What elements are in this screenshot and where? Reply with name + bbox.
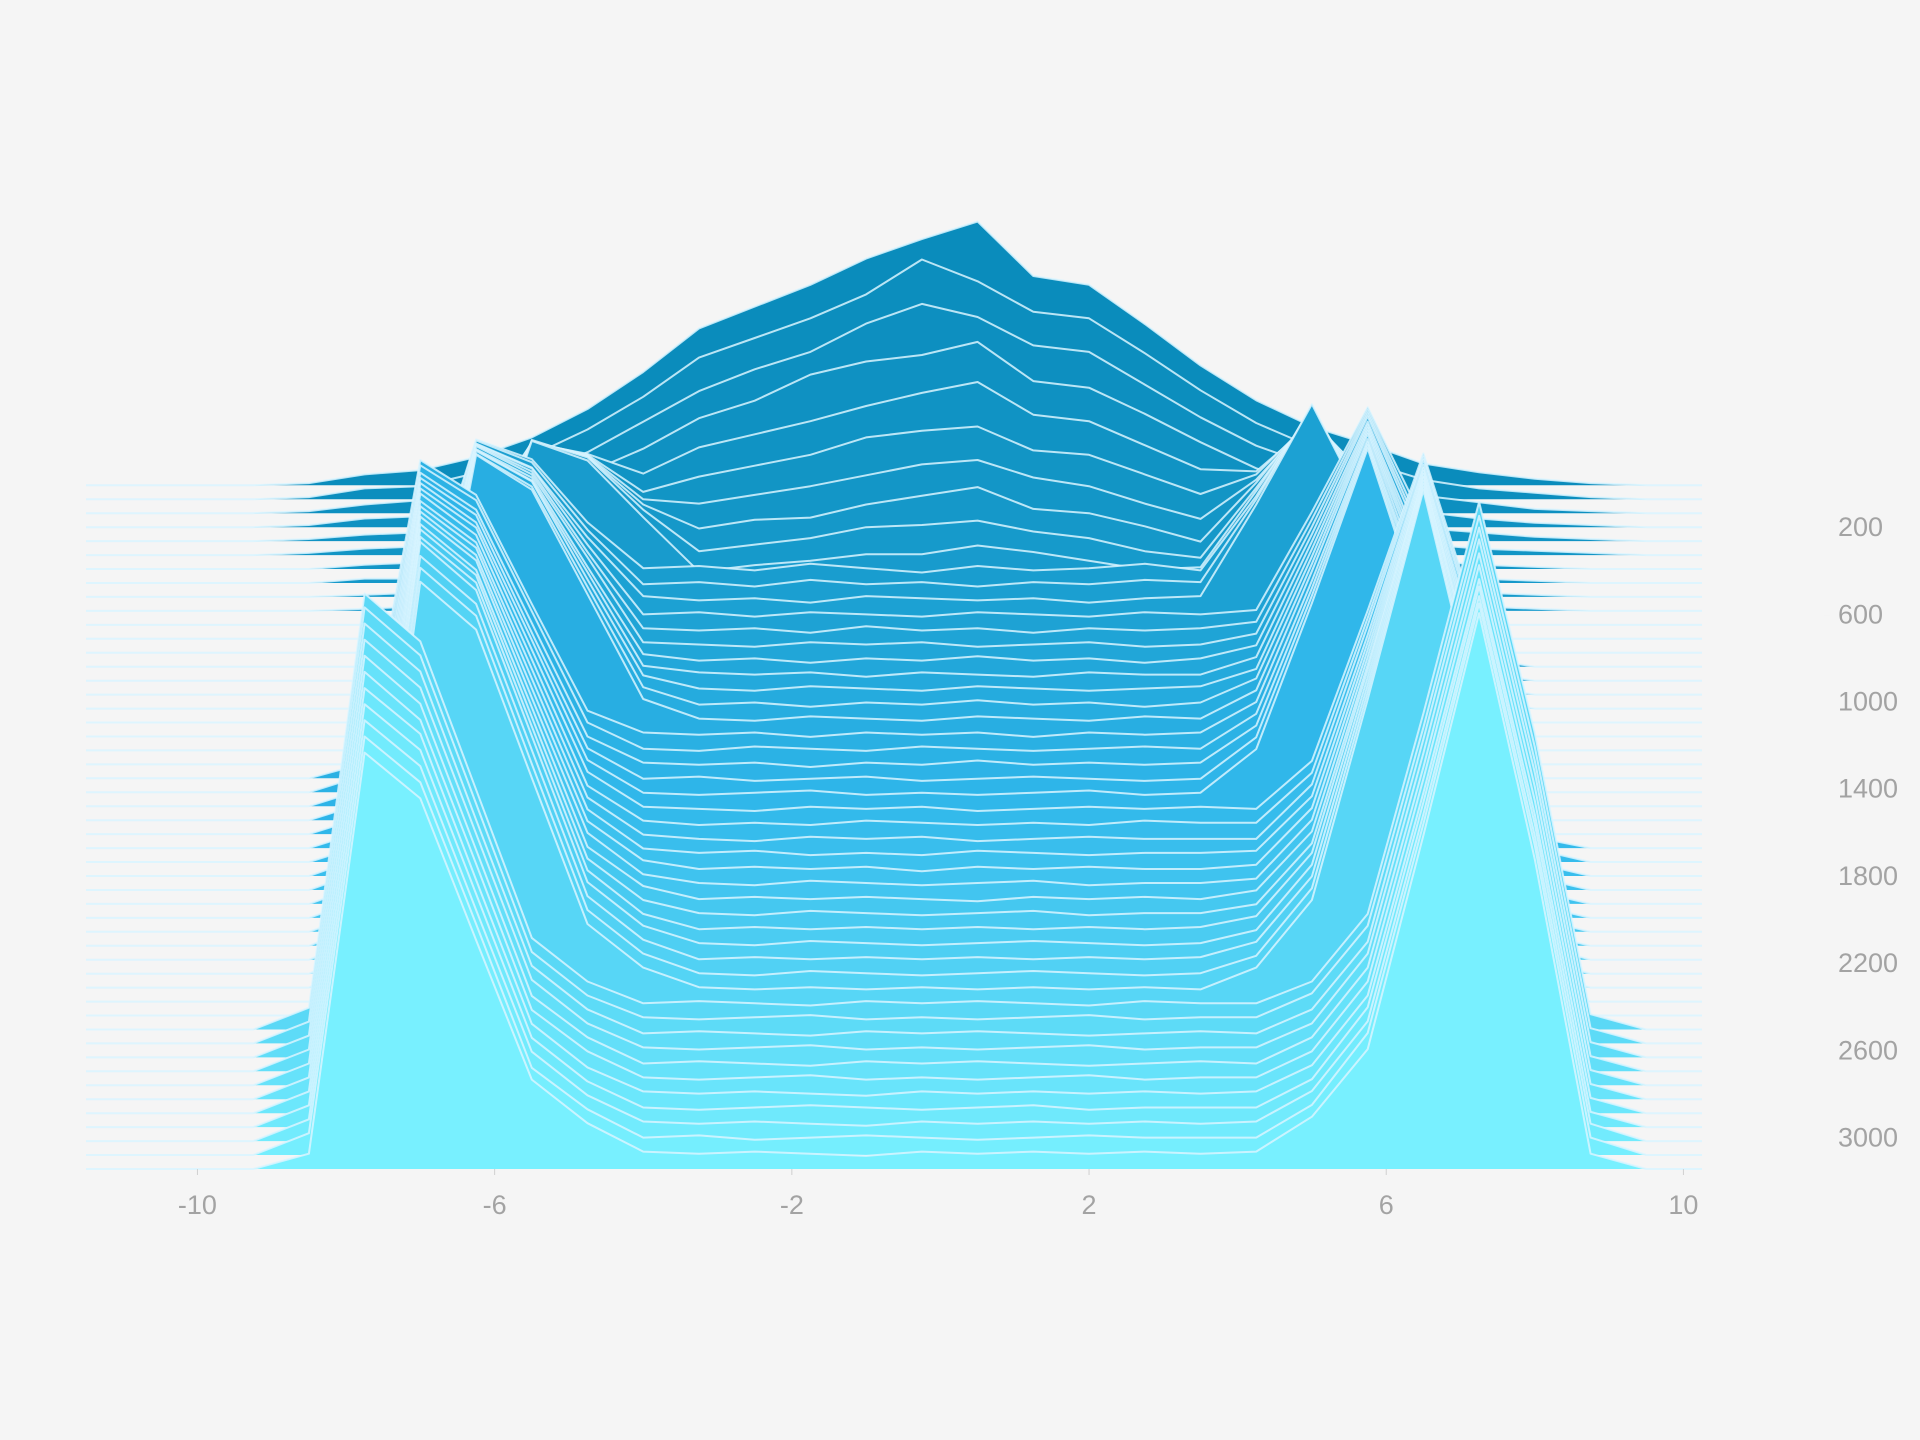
x-tick-label: -2 xyxy=(780,1190,804,1220)
ridge-line xyxy=(86,564,1702,1101)
y-tick-label: 2200 xyxy=(1838,948,1898,978)
ridge-line xyxy=(86,514,1702,1045)
y-tick-label: 1800 xyxy=(1838,861,1898,891)
y-tick-label: 200 xyxy=(1838,512,1883,542)
x-tick-label: 2 xyxy=(1082,1190,1097,1220)
y-tick-label: 1400 xyxy=(1838,774,1898,804)
ridge-line xyxy=(86,595,1702,1143)
y-tick-label: 600 xyxy=(1838,599,1883,629)
ridge-line xyxy=(86,552,1702,1087)
x-tick-label: -6 xyxy=(483,1190,507,1220)
ridge-fill xyxy=(86,613,1702,1169)
x-tick-label: 6 xyxy=(1379,1190,1394,1220)
y-tick-label: 3000 xyxy=(1838,1122,1898,1152)
x-tick-label: -10 xyxy=(178,1190,217,1220)
y-tick-label: 1000 xyxy=(1838,686,1898,716)
ridge-line xyxy=(86,500,1702,1031)
ridge-line xyxy=(86,526,1702,1059)
ridge-line xyxy=(86,578,1702,1115)
ridge-line xyxy=(86,585,1702,1129)
ridge-line xyxy=(86,220,1702,487)
ridge-line xyxy=(86,602,1702,1156)
ridge-line xyxy=(86,538,1702,1073)
x-tick-label: 10 xyxy=(1668,1190,1698,1220)
ridge-line xyxy=(86,612,1702,1170)
y-tick-label: 2600 xyxy=(1838,1035,1898,1065)
